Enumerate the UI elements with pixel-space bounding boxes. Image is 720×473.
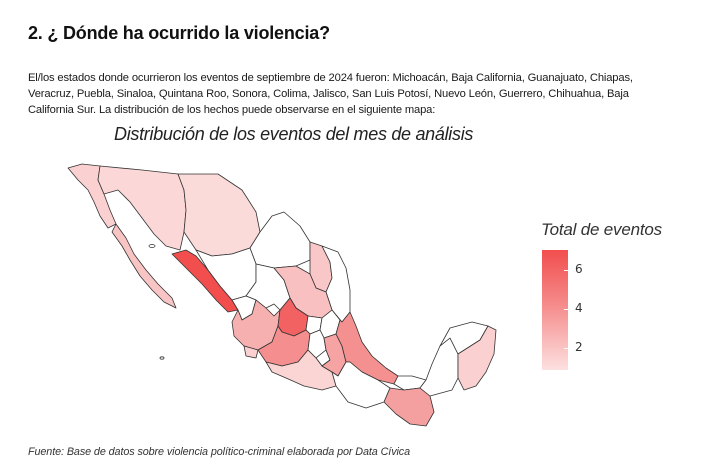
legend-color-bar — [542, 250, 568, 370]
legend-title: Total de eventos — [541, 220, 662, 239]
island — [159, 356, 165, 360]
island — [148, 244, 156, 248]
legend-tick-mark — [564, 348, 568, 349]
state-campeche — [419, 337, 459, 397]
legend-tick-mark — [538, 348, 542, 349]
legend-tick-mark — [564, 309, 568, 310]
state-oaxaca — [331, 361, 391, 409]
state-quintana-roo — [457, 325, 497, 391]
state-chiapas — [383, 387, 435, 427]
mexico-map — [67, 163, 497, 427]
map-title: Distribución de los eventos del mes de a… — [114, 124, 474, 144]
state-baja-california-sur — [111, 223, 177, 309]
legend-tick-mark — [564, 270, 568, 271]
legend-label-2: 2 — [575, 340, 583, 354]
legend-label-4: 4 — [575, 301, 583, 315]
state-colima — [243, 345, 259, 359]
state-coahuila — [249, 211, 311, 269]
section-heading: 2. ¿ Dónde ha ocurrido la violencia? — [28, 23, 330, 43]
state-chihuahua — [177, 173, 261, 257]
legend-label-6: 6 — [575, 262, 583, 276]
state-sonora — [97, 165, 187, 251]
legend-tick-mark — [538, 270, 542, 271]
section-paragraph: El/los estados donde ocurrieron los even… — [28, 72, 633, 116]
state-veracruz — [335, 311, 399, 385]
source-note: Fuente: Base de datos sobre violencia po… — [28, 446, 410, 458]
legend-tick-mark — [538, 309, 542, 310]
